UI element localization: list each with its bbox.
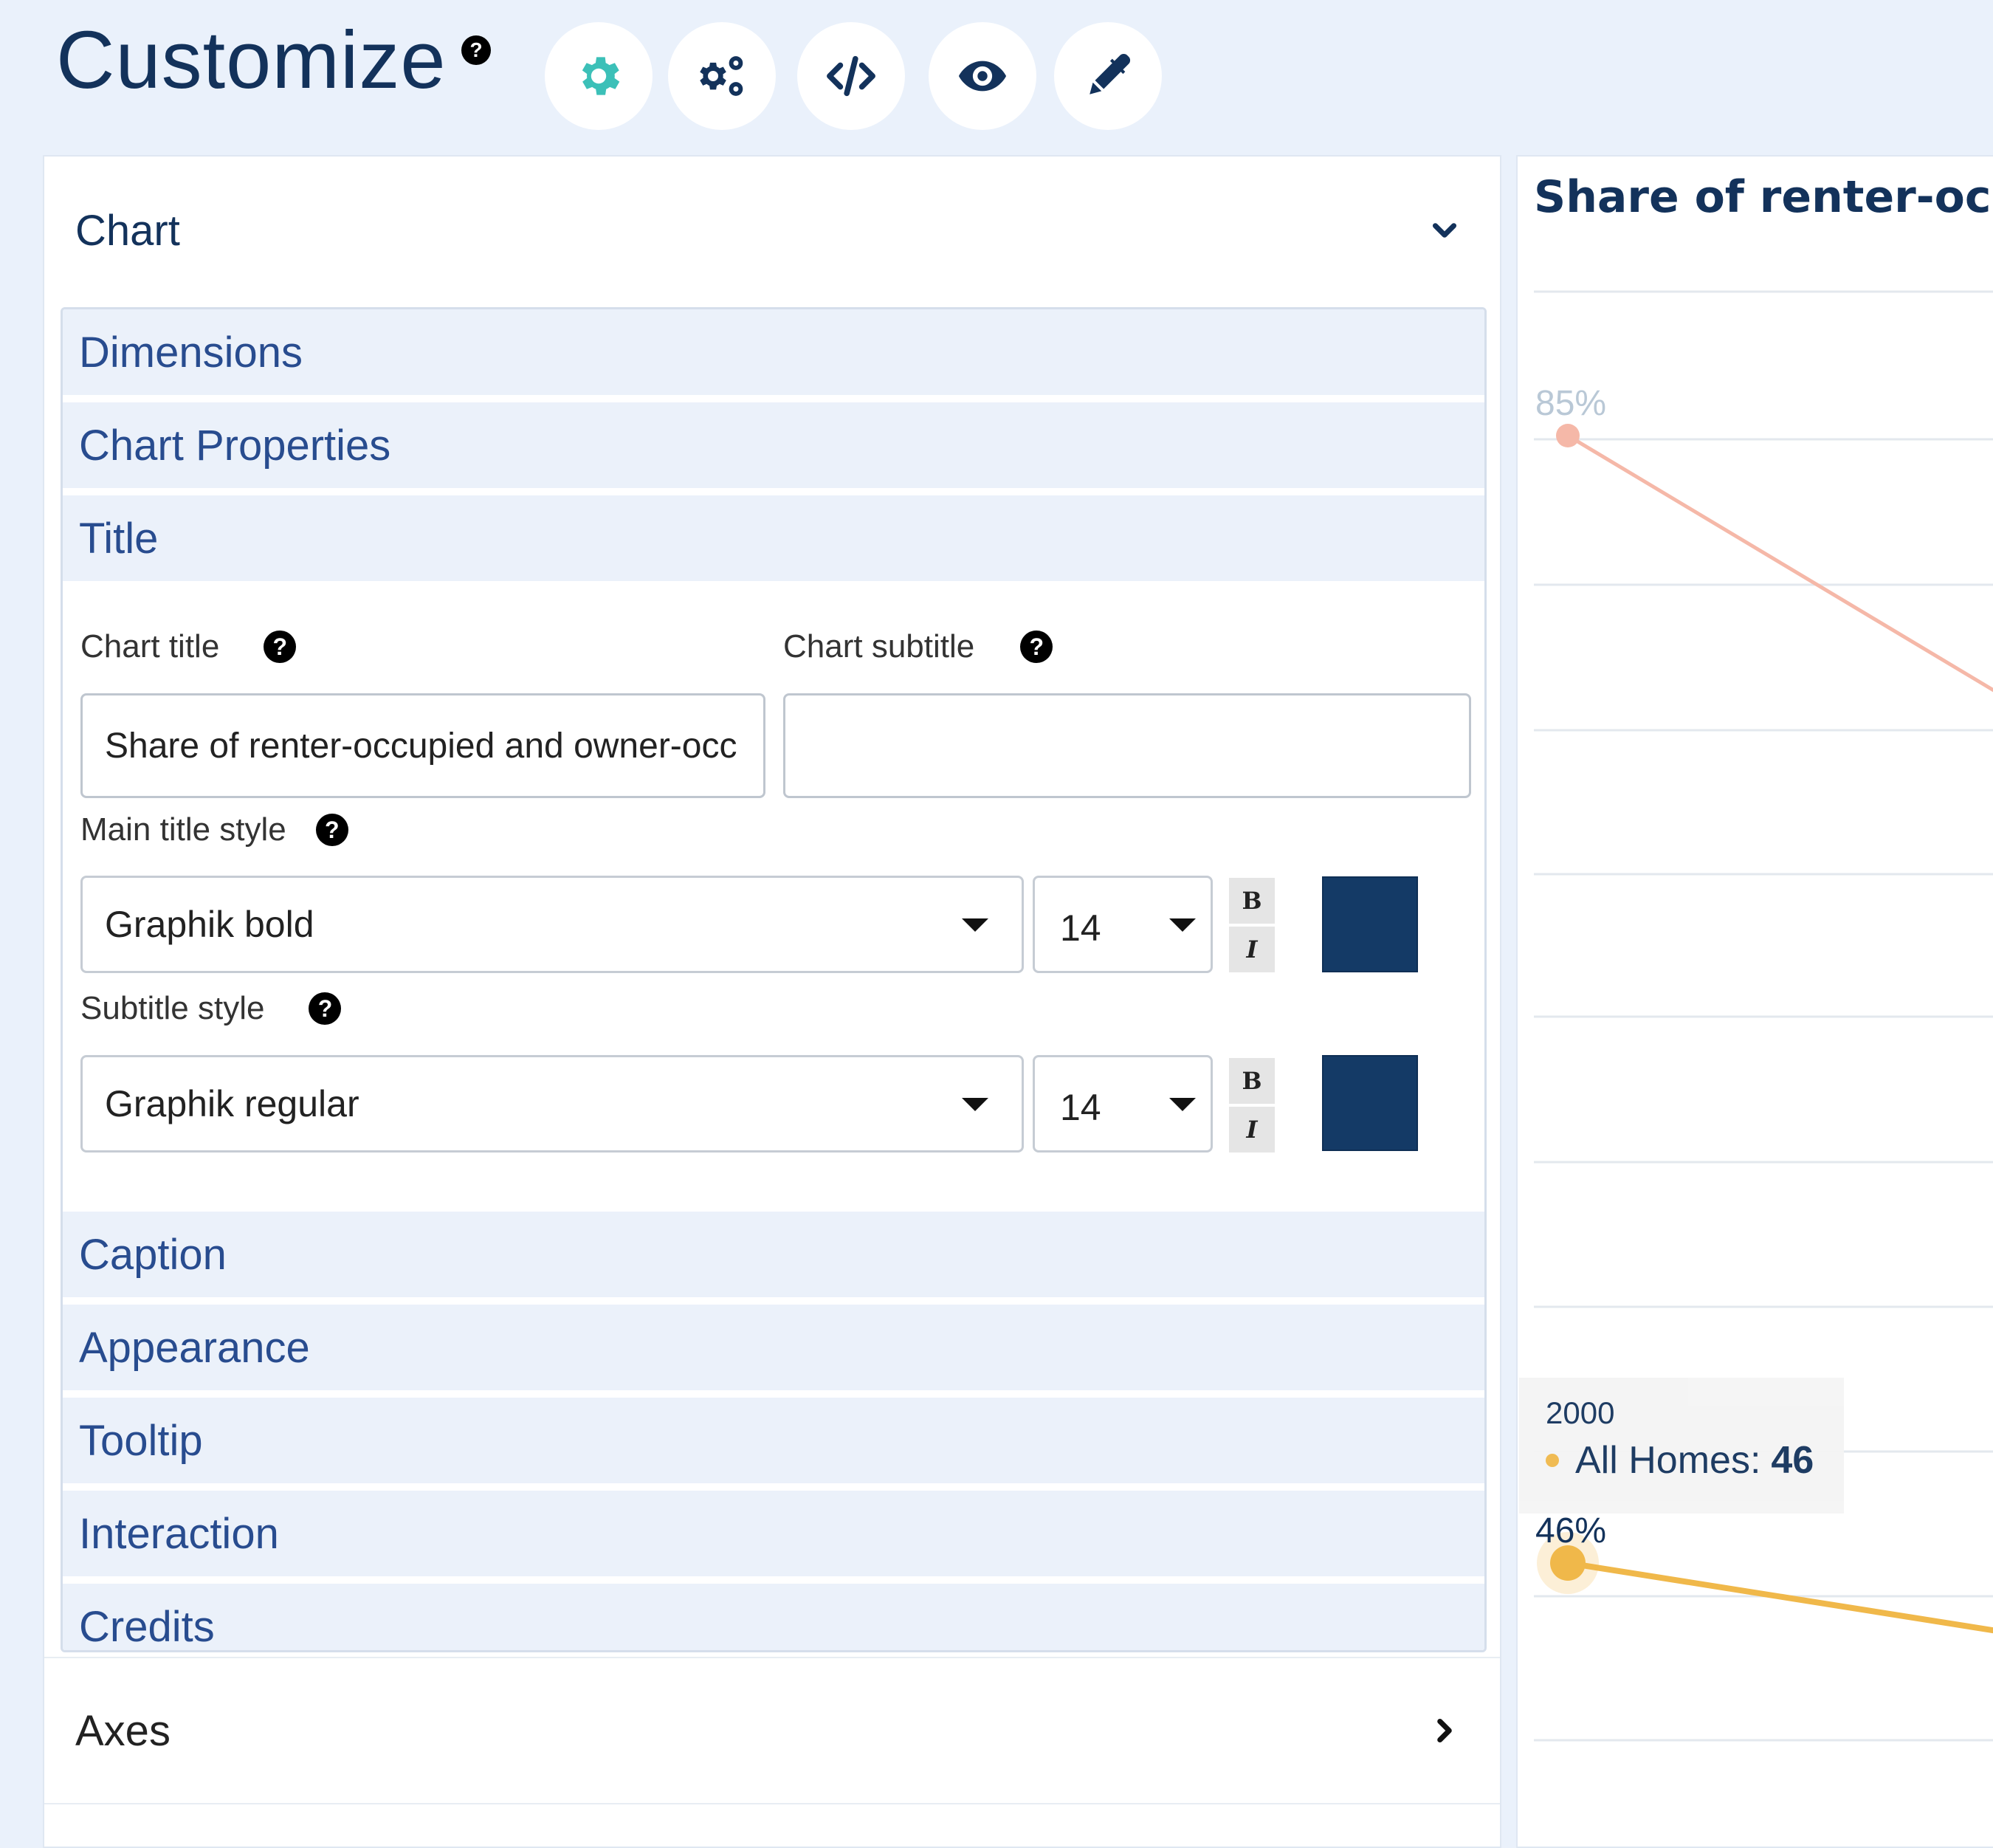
main-title-style-label: Main title style ? (80, 811, 348, 848)
accordion-credits[interactable]: Credits (63, 1584, 1484, 1650)
main-title-size-select[interactable]: 14 (1033, 876, 1213, 973)
chart-settings-button[interactable] (545, 22, 653, 130)
main-title-font-select[interactable]: Graphik bold (80, 876, 1024, 973)
help-icon[interactable]: ? (264, 631, 297, 663)
annotate-button[interactable] (1054, 22, 1162, 130)
main-title-size-value: 14 (1060, 907, 1101, 949)
preview-button[interactable] (929, 22, 1036, 130)
tooltip-year: 2000 (1546, 1395, 1615, 1430)
chart-subtitle-label: Chart subtitle ? (783, 628, 1053, 665)
data-point[interactable] (1556, 424, 1580, 447)
tooltip-series-name: All Homes: (1575, 1439, 1761, 1482)
chart-title: Share of renter-occup (1534, 171, 1993, 223)
help-icon[interactable]: ? (315, 814, 348, 846)
chevron-down-icon (1432, 223, 1457, 238)
chart-subtitle-input[interactable] (783, 693, 1471, 798)
tooltip-row: All Homes: 46 (1546, 1438, 1844, 1483)
caret-down-icon (1169, 1098, 1196, 1111)
series-line (1566, 433, 1993, 693)
main-title-bold-button[interactable]: B (1229, 878, 1275, 924)
series-dot (1546, 1454, 1559, 1467)
chart-accordion: Dimensions Chart Properties Title Chart … (61, 307, 1487, 1652)
accordion-chart-properties[interactable]: Chart Properties (63, 402, 1484, 488)
eye-icon (958, 61, 1007, 92)
chart-canvas: 85% 46% (1534, 290, 1993, 1742)
accordion-dimensions[interactable]: Dimensions (63, 309, 1484, 395)
subtitle-size-value: 14 (1060, 1087, 1101, 1128)
accordion-tooltip[interactable]: Tooltip (63, 1398, 1484, 1483)
main-title-color-swatch[interactable] (1322, 876, 1418, 972)
chart-preview: 85% 46% Share of renter-occup (1516, 155, 1993, 1848)
subtitle-font-select[interactable]: Graphik regular (80, 1055, 1024, 1153)
data-point[interactable] (1550, 1545, 1586, 1581)
accordion-title[interactable]: Title (63, 495, 1484, 581)
customize-panel: Chart Dimensions Chart Properties Title … (43, 155, 1501, 1848)
gear-icon (582, 57, 620, 95)
data-label: 85% (1535, 384, 1606, 423)
pen-icon (1090, 53, 1131, 95)
page-title: Customize (56, 15, 447, 106)
accordion-appearance[interactable]: Appearance (63, 1305, 1484, 1390)
chevron-right-icon (1437, 1718, 1452, 1743)
help-icon[interactable]: ? (1020, 631, 1053, 663)
axes-section-header[interactable]: Axes (44, 1657, 1500, 1804)
axes-section-label: Axes (75, 1706, 171, 1755)
embed-code-button[interactable] (797, 22, 905, 130)
code-icon (827, 55, 875, 97)
data-label: 46% (1535, 1511, 1606, 1550)
subtitle-italic-button[interactable]: I (1229, 1107, 1275, 1153)
subtitle-color-swatch[interactable] (1322, 1055, 1418, 1151)
chart-section-header[interactable]: Chart (44, 157, 1500, 304)
advanced-settings-button[interactable] (668, 22, 776, 130)
help-icon[interactable]: ? (461, 35, 491, 65)
chart-title-label: Chart title ? (80, 628, 297, 665)
accordion-caption[interactable]: Caption (63, 1212, 1484, 1297)
subtitle-style-label: Subtitle style ? (80, 990, 342, 1027)
caret-down-icon (962, 1098, 988, 1111)
caret-down-icon (962, 918, 988, 932)
subtitle-size-select[interactable]: 14 (1033, 1055, 1213, 1153)
caret-down-icon (1169, 918, 1196, 932)
main-title-italic-button[interactable]: I (1229, 927, 1275, 972)
chart-section-label: Chart (75, 206, 180, 255)
subtitle-font-value: Graphik regular (105, 1083, 359, 1124)
help-icon[interactable]: ? (309, 992, 342, 1025)
chart-tooltip: 2000 All Homes: 46 (1519, 1378, 1844, 1514)
chart-title-input[interactable]: Share of renter-occupied and owner-occ (80, 693, 765, 798)
accordion-interaction[interactable]: Interaction (63, 1491, 1484, 1576)
series-line (1567, 1560, 1993, 1634)
tooltip-value: 46 (1771, 1439, 1814, 1482)
main-title-font-value: Graphik bold (105, 904, 314, 945)
gears-icon (700, 56, 743, 96)
subtitle-bold-button[interactable]: B (1229, 1058, 1275, 1104)
